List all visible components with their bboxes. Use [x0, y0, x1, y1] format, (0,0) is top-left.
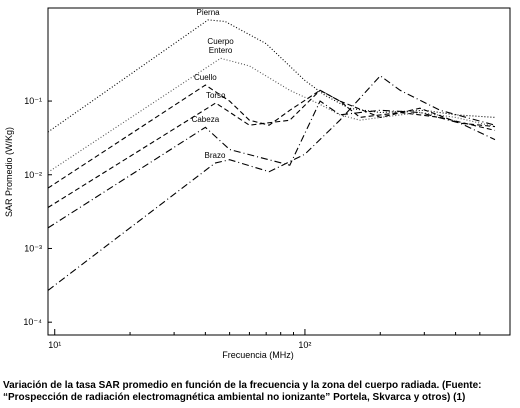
x-tick-label: 10¹ [48, 340, 61, 350]
series-line [47, 84, 496, 189]
series-line [47, 57, 496, 173]
series-label: Brazo [204, 151, 226, 161]
series-line [47, 89, 496, 208]
series-line [47, 75, 496, 291]
y-tick-label: 10⁻² [24, 170, 42, 180]
x-tick-label: 10² [298, 340, 311, 350]
series-label: Cabeza [191, 115, 220, 125]
series-label: Cuello [194, 73, 217, 83]
y-axis-label: SAR Promedio (W/Kg) [4, 127, 14, 217]
x-axis-label: Frecuencia (MHz) [222, 350, 294, 360]
y-tick-label: 10⁻³ [24, 243, 42, 253]
plot-frame [47, 7, 511, 336]
series-line [47, 100, 496, 229]
series-label: Pierna [196, 7, 220, 17]
series-label: Torso [205, 91, 226, 101]
y-tick-label: 10⁻¹ [24, 96, 42, 106]
y-tick-label: 10⁻⁴ [23, 317, 42, 327]
caption: Variación de la tasa SAR promedio en fun… [3, 380, 482, 403]
chart: Frecuencia (MHz) SAR Promedio (W/Kg) 10⁻… [4, 7, 511, 360]
series-label: Cuerpo Entero [207, 37, 234, 56]
